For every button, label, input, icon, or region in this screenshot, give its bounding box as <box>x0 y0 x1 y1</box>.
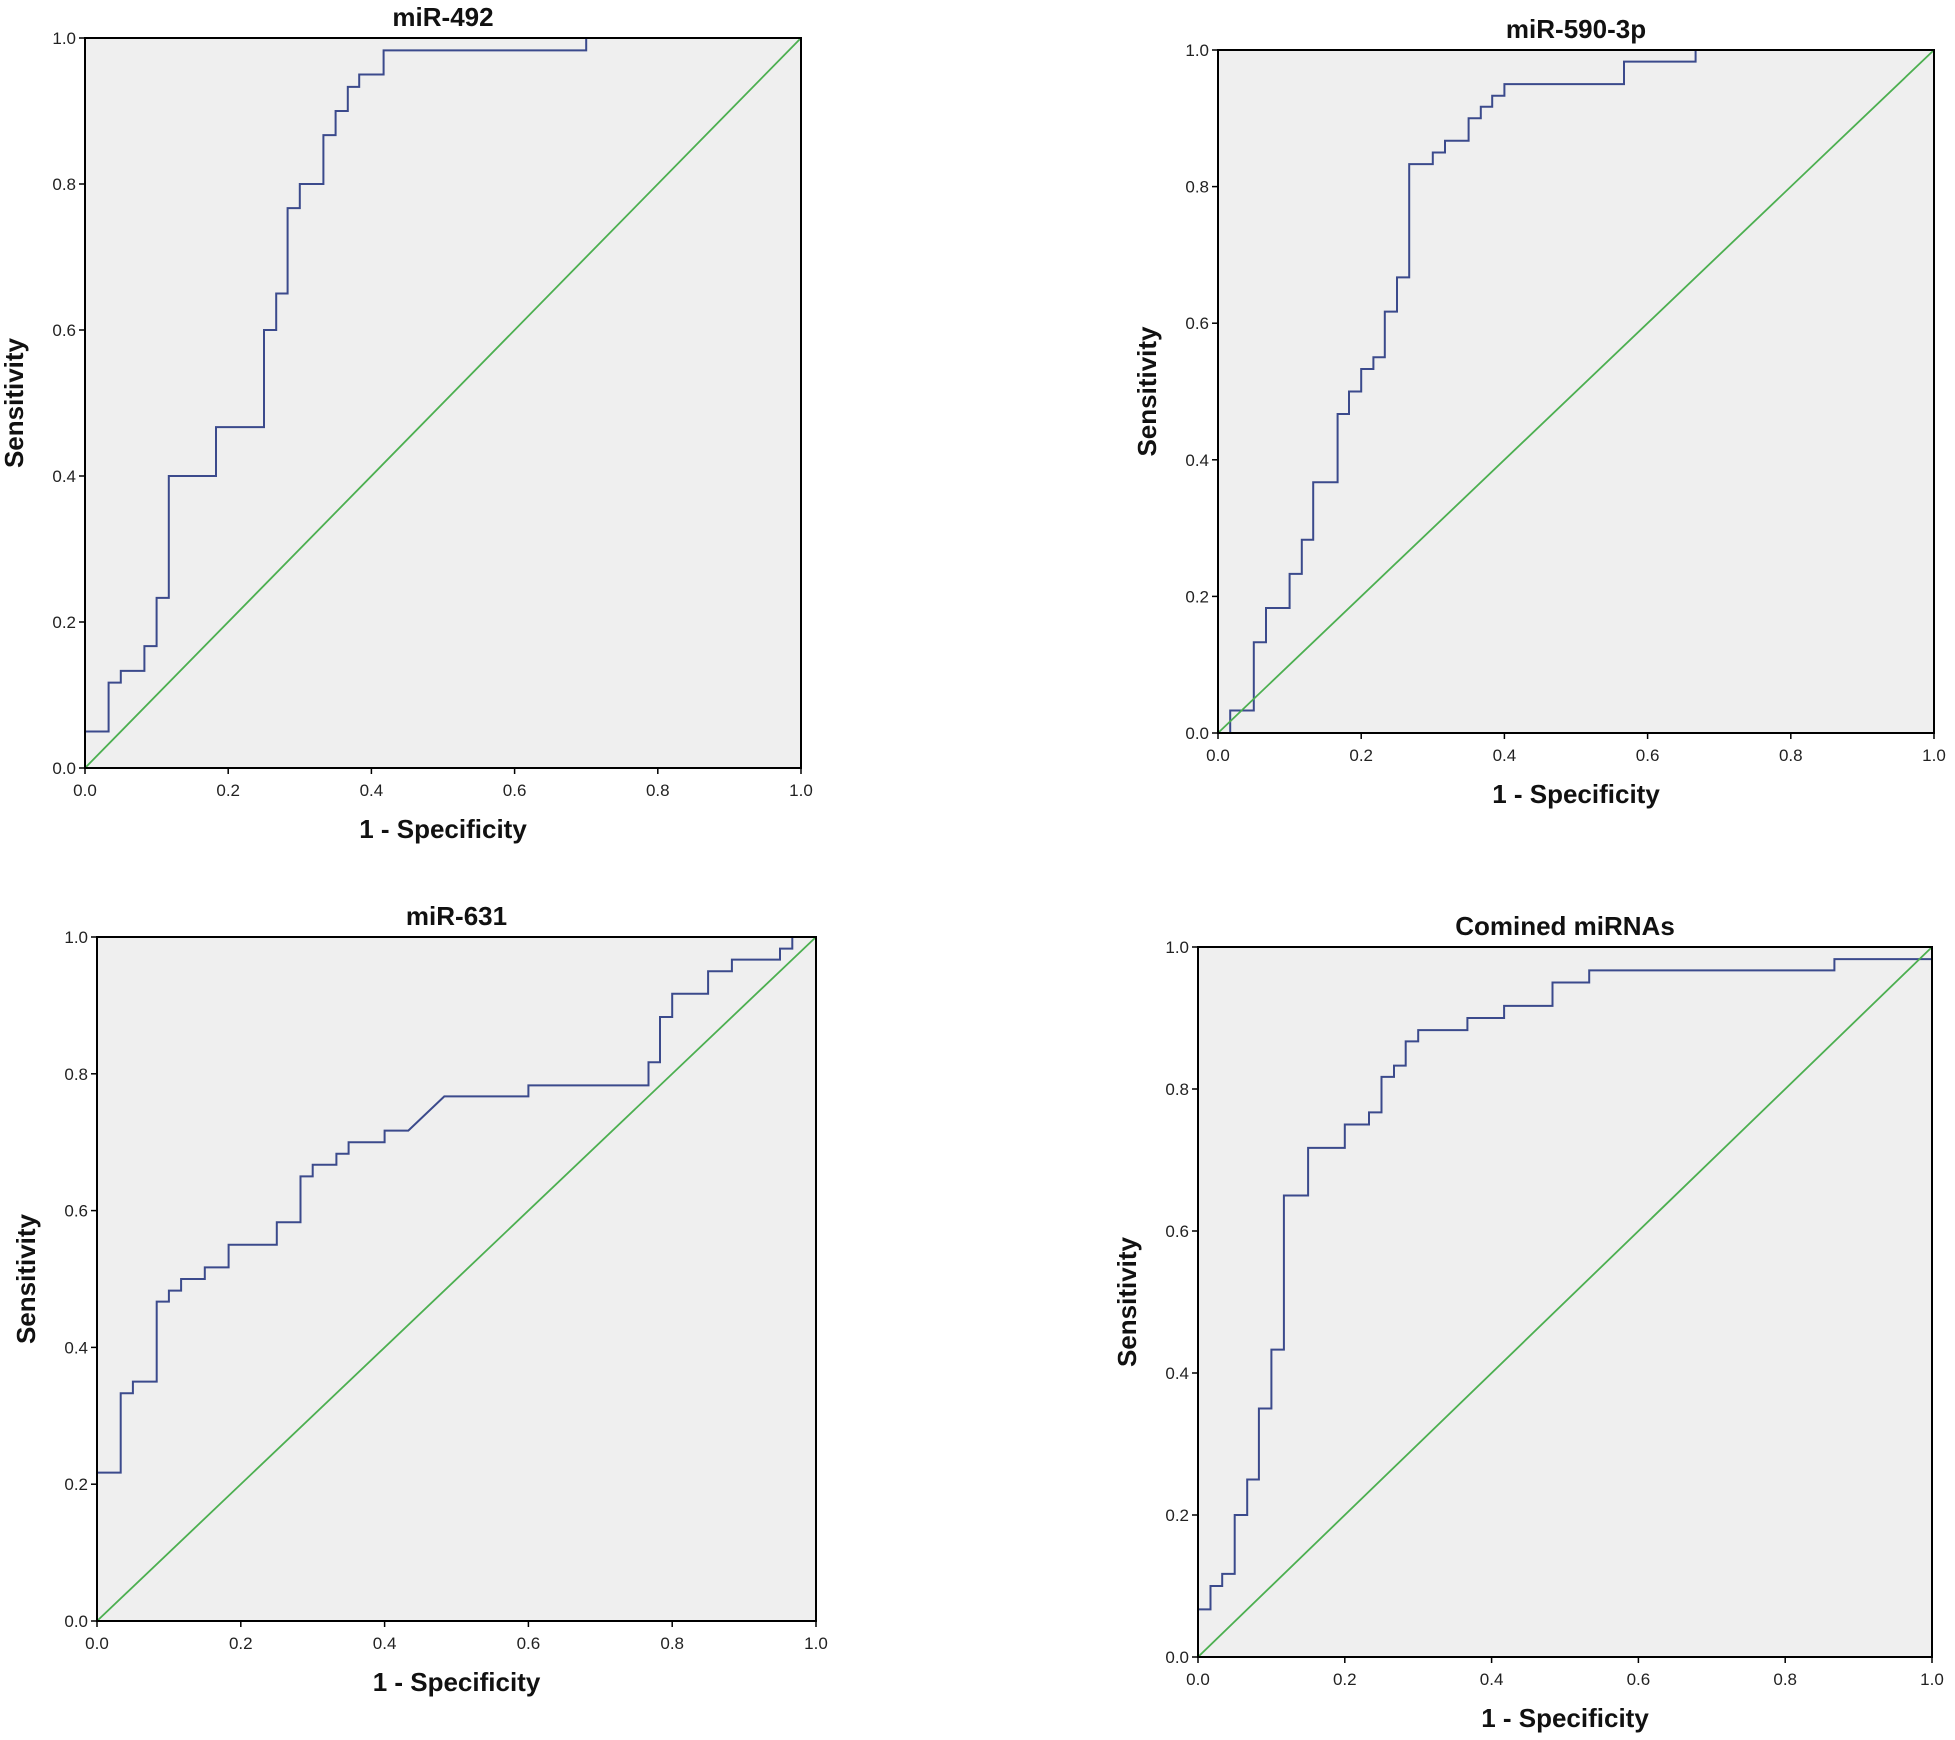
chart-1-roc-curve <box>84 37 801 768</box>
chart-1-y-axis-label: Sensitivity <box>0 337 29 468</box>
chart-1-x-tick-label: 0.6 <box>503 781 527 800</box>
chart-4-reference-line <box>1197 946 1933 1658</box>
chart-1-x-tick-label: 0.4 <box>360 781 384 800</box>
chart-2-x-tick-label: 0.2 <box>1349 746 1373 765</box>
chart-3-x-tick-label: 1.0 <box>804 1634 828 1653</box>
chart-4-x-tick-label: 0.0 <box>1186 1670 1210 1689</box>
chart-1-y-tick-label: 0.8 <box>52 175 76 194</box>
chart-4-x-axis-label: 1 - Specificity <box>1481 1703 1649 1733</box>
chart-4-roc-curve <box>1197 958 1932 1657</box>
chart-3-y-axis-label: Sensitivity <box>11 1213 41 1344</box>
chart-2-y-tick-label: 0.4 <box>1185 451 1209 470</box>
chart-3-y-tick-label: 0.0 <box>64 1612 88 1631</box>
chart-2-x-tick-label: 0.8 <box>1779 746 1803 765</box>
chart-4-x-tick-label: 0.2 <box>1333 1670 1357 1689</box>
chart-3-y-tick-label: 1.0 <box>64 928 88 947</box>
chart-3-reference-line <box>96 936 817 1622</box>
chart-1-y-tick-label: 0.4 <box>52 467 76 486</box>
chart-3-roc-curve <box>96 936 816 1621</box>
chart-1-x-tick-label: 1.0 <box>789 781 813 800</box>
chart-3-title: miR-631 <box>406 901 507 931</box>
chart-1-y-tick-label: 0.6 <box>52 321 76 340</box>
chart-2-y-tick-label: 1.0 <box>1185 41 1209 60</box>
chart-4-frame <box>1197 946 1933 1658</box>
chart-2-x-tick-label: 0.4 <box>1493 746 1517 765</box>
chart-2-x-tick-label: 1.0 <box>1922 746 1946 765</box>
chart-3-panel: miR-631 0.0 0.2 0.4 0.6 0.8 1.0 0.0 0.2 0.4 0.6 0.8… <box>11 901 828 1697</box>
chart-4-x-tick-label: 0.6 <box>1627 1670 1651 1689</box>
chart-4-x-tick-label: 0.8 <box>1773 1670 1797 1689</box>
chart-1-x-tick-label: 0.2 <box>216 781 240 800</box>
chart-2-roc-curve <box>1218 49 1934 734</box>
chart-4-y-tick-label: 0.2 <box>1165 1506 1189 1525</box>
chart-2-x-axis-label: 1 - Specificity <box>1492 779 1660 809</box>
chart-3-x-tick-label: 0.2 <box>229 1634 253 1653</box>
chart-2-reference-line <box>1217 49 1935 734</box>
chart-3-y-tick-label: 0.6 <box>64 1202 88 1221</box>
chart-2-x-tick-label: 0.6 <box>1636 746 1660 765</box>
chart-3-x-tick-label: 0.0 <box>85 1634 109 1653</box>
chart-2-y-tick-label: 0.6 <box>1185 314 1209 333</box>
chart-2-panel: miR-590-3p 0.0 0.2 0.4 0.6 0.8 1.0 0.0 0.2 0.4 0.6… <box>1132 14 1946 809</box>
chart-2-y-tick-label: 0.0 <box>1185 724 1209 743</box>
chart-4-y-tick-label: 0.8 <box>1165 1080 1189 1099</box>
chart-2-frame <box>1217 49 1935 734</box>
chart-4-x-tick-label: 1.0 <box>1920 1670 1944 1689</box>
chart-4-x-tick-label: 0.4 <box>1480 1670 1504 1689</box>
chart-4-panel: Comined miRNAs 0.0 0.2 0.4 0.6 0.8 1.0 0.0 0.2 0.… <box>1112 911 1944 1733</box>
chart-1-panel: miR-492 0.0 0.2 0.4 0.6 0.8 1.0 0.0 0.2 0.4 0.6 0.8… <box>0 2 813 844</box>
chart-1-x-tick-label: 0.0 <box>73 781 97 800</box>
chart-4-y-tick-label: 1.0 <box>1165 938 1189 957</box>
chart-1-y-tick-label: 0.2 <box>52 613 76 632</box>
chart-3-x-tick-label: 0.8 <box>660 1634 684 1653</box>
chart-2-y-tick-label: 0.2 <box>1185 587 1209 606</box>
chart-3-x-axis-label: 1 - Specificity <box>373 1667 541 1697</box>
chart-2-title: miR-590-3p <box>1506 14 1646 44</box>
chart-4-y-tick-label: 0.6 <box>1165 1222 1189 1241</box>
chart-3-y-tick-label: 0.2 <box>64 1475 88 1494</box>
chart-2-x-tick-label: 0.0 <box>1206 746 1230 765</box>
chart-3-x-tick-label: 0.6 <box>517 1634 541 1653</box>
chart-3-y-tick-label: 0.8 <box>64 1065 88 1084</box>
chart-1-frame <box>84 37 802 769</box>
chart-3-x-tick-label: 0.4 <box>373 1634 397 1653</box>
chart-1-reference-line <box>84 37 802 769</box>
chart-2-y-axis-label: Sensitivity <box>1132 326 1162 457</box>
chart-4-y-tick-label: 0.4 <box>1165 1364 1189 1383</box>
chart-4-title: Comined miRNAs <box>1455 911 1675 941</box>
chart-1-x-tick-label: 0.8 <box>646 781 670 800</box>
chart-1-x-axis-label: 1 - Specificity <box>359 814 527 844</box>
chart-4-y-tick-label: 0.0 <box>1165 1648 1189 1667</box>
chart-2-y-tick-label: 0.8 <box>1185 178 1209 197</box>
chart-1-y-tick-label: 0.0 <box>52 759 76 778</box>
chart-3-y-tick-label: 0.4 <box>64 1338 88 1357</box>
chart-1-title: miR-492 <box>392 2 493 32</box>
chart-1-y-tick-label: 1.0 <box>52 29 76 48</box>
chart-4-y-axis-label: Sensitivity <box>1112 1236 1142 1367</box>
chart-3-frame <box>96 936 817 1622</box>
